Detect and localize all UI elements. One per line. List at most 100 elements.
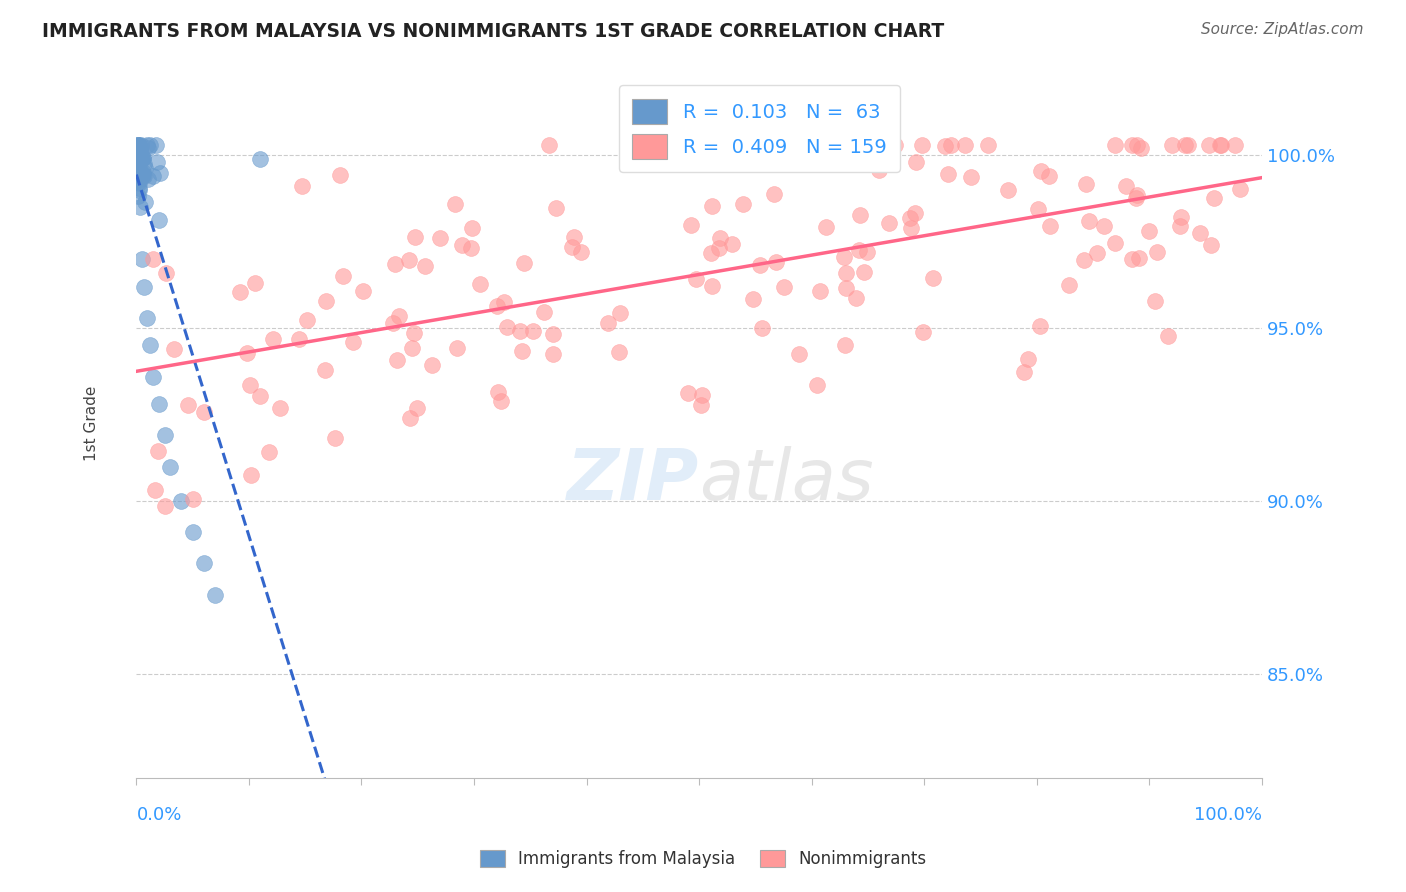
Point xyxy=(1077,213,1099,227)
Point xyxy=(444,196,467,211)
Point xyxy=(814,219,837,234)
Point xyxy=(329,168,352,182)
Point xyxy=(145,154,167,169)
Point xyxy=(486,299,509,313)
Point xyxy=(128,143,150,157)
Point xyxy=(855,245,877,260)
Point xyxy=(332,269,354,284)
Point xyxy=(1029,318,1052,333)
Point xyxy=(1177,137,1199,152)
Point xyxy=(510,344,533,359)
Point xyxy=(835,281,858,295)
Point xyxy=(229,285,252,300)
Point xyxy=(135,137,157,152)
Point xyxy=(494,294,516,309)
Point xyxy=(1039,219,1062,234)
Point xyxy=(142,169,165,184)
Point xyxy=(127,148,149,162)
Point xyxy=(450,238,472,252)
Point xyxy=(1229,182,1251,196)
Point xyxy=(143,483,166,498)
Point xyxy=(1170,210,1192,224)
Point xyxy=(1017,352,1039,367)
Point xyxy=(905,154,928,169)
Point xyxy=(773,280,796,294)
Point xyxy=(541,326,564,341)
Point xyxy=(1156,329,1178,343)
Point xyxy=(291,178,314,193)
Point xyxy=(387,353,409,368)
Point xyxy=(125,171,148,186)
Point xyxy=(679,219,702,233)
Point xyxy=(323,431,346,445)
Point xyxy=(384,257,406,271)
Point xyxy=(1085,246,1108,260)
Point xyxy=(257,445,280,459)
Point xyxy=(806,377,828,392)
Point xyxy=(939,137,962,152)
Point xyxy=(125,137,148,152)
Legend: R =  0.103   N =  63, R =  0.409   N = 159: R = 0.103 N = 63, R = 0.409 N = 159 xyxy=(619,86,900,172)
Point xyxy=(544,202,567,216)
Point xyxy=(1129,141,1152,155)
Point xyxy=(609,306,631,320)
Point xyxy=(127,173,149,187)
Point xyxy=(976,137,998,152)
Point xyxy=(129,142,152,156)
Point xyxy=(128,139,150,153)
Point xyxy=(134,194,156,209)
Point xyxy=(460,242,482,256)
Point xyxy=(562,229,585,244)
Point xyxy=(127,175,149,189)
Point xyxy=(607,344,630,359)
Point xyxy=(702,279,724,293)
Point xyxy=(1031,163,1053,178)
Point xyxy=(1115,179,1137,194)
Point xyxy=(134,279,156,293)
Point xyxy=(129,152,152,166)
Point xyxy=(997,183,1019,197)
Point xyxy=(953,137,976,152)
Point xyxy=(1121,137,1143,152)
Point xyxy=(522,324,544,338)
Point xyxy=(239,378,262,392)
Point xyxy=(904,206,927,220)
Point xyxy=(853,265,876,279)
Point xyxy=(131,151,153,165)
Point xyxy=(131,164,153,178)
Point xyxy=(1126,137,1149,152)
Point xyxy=(420,358,443,372)
Point xyxy=(131,152,153,166)
Point xyxy=(912,325,935,339)
Point xyxy=(129,151,152,165)
Point xyxy=(709,231,731,245)
Point xyxy=(808,284,831,298)
Point xyxy=(1209,137,1232,152)
Point xyxy=(741,293,763,307)
Point xyxy=(388,309,411,323)
Text: ZIP: ZIP xyxy=(567,445,699,515)
Point xyxy=(751,321,773,335)
Point xyxy=(193,405,215,419)
Point xyxy=(832,250,855,264)
Point xyxy=(132,169,155,183)
Point xyxy=(139,137,162,152)
Point xyxy=(700,246,723,260)
Point xyxy=(139,338,162,352)
Point xyxy=(495,320,517,334)
Point xyxy=(862,137,884,152)
Point xyxy=(709,241,731,255)
Point xyxy=(1104,235,1126,250)
Point xyxy=(177,398,200,412)
Point xyxy=(721,237,744,252)
Point xyxy=(491,393,513,408)
Point xyxy=(128,183,150,197)
Point xyxy=(848,208,870,222)
Point xyxy=(129,200,152,214)
Text: atlas: atlas xyxy=(699,445,873,515)
Point xyxy=(134,156,156,170)
Point xyxy=(569,245,592,260)
Point xyxy=(127,160,149,174)
Point xyxy=(690,150,713,164)
Point xyxy=(125,152,148,166)
